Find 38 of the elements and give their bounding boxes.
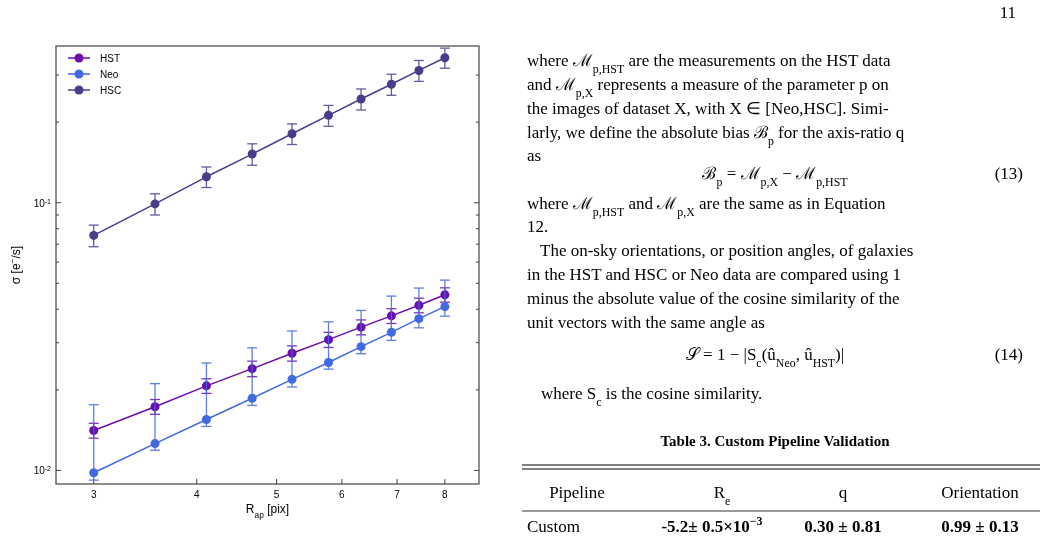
x-tick-label: 8 (442, 489, 449, 500)
text: Orientation (941, 483, 1020, 502)
legend-label: Neo (100, 69, 119, 80)
text: 𝒮 = 1 − |S$_{c}$(û$_{Neo}$, û$_{HST}$)| (685, 345, 845, 370)
text: where S$_{c}$ is the cosine similarity. (541, 384, 763, 409)
text: unit vectors with the same angle as (527, 313, 765, 332)
text: 0.99 ± 0.13 (941, 517, 1019, 536)
y-tick-label: 10$^{-1}$ (33, 197, 52, 209)
y-tick-label: 10$^{-2}$ (33, 464, 52, 477)
text: (13) (994, 164, 1023, 183)
text: the images of dataset X, with X ∈ [Neo,HSC]. Simi- (527, 99, 889, 118)
x-tick-label: 4 (193, 489, 200, 500)
text: Pipeline (549, 483, 605, 502)
text: 12. (527, 217, 549, 236)
text: and ℳ$_{p,X}$ represents a measure of the parameter p on (527, 75, 890, 100)
text: where ℳ$_{p,HST}$ and ℳ$_{p,X}$ are the same as in Equation (527, 194, 886, 219)
text: ℬ$_{p}$ = ℳ$_{p,X}$ − ℳ$_{p,HST}$ (702, 164, 849, 189)
x-tick-label: 5 (273, 489, 280, 500)
text: where ℳ$_{p,HST}$ are the measurements on the HST data (527, 51, 892, 76)
text: in the HST and HSC or Neo data are compared using 1 (527, 265, 902, 284)
text: Custom (527, 517, 580, 536)
text: larly, we define the absolute bias ℬ$_{p}$ for the axis-ratio q (527, 123, 905, 148)
text: The on-sky orientations, or position angles, of galaxies (540, 241, 914, 260)
text: R$_{e}$ (713, 483, 731, 508)
legend-label: HST (100, 53, 120, 64)
x-axis-title: R$_{ap}$ [pix] (245, 502, 290, 520)
x-tick-label: 6 (339, 489, 346, 500)
text: (14) (994, 345, 1023, 364)
x-tick-label: 3 (90, 489, 97, 500)
text: 0.30 ± 0.81 (804, 517, 882, 536)
legend-label: HSC (100, 85, 122, 96)
text: minus the absolute value of the cosine similarity of the (527, 289, 900, 308)
text: as (527, 146, 542, 165)
text: q (838, 483, 848, 502)
text: 11 (999, 3, 1016, 22)
x-tick-label: 7 (394, 489, 401, 500)
text: -5.2± 0.5×10$^{−3}$ (661, 514, 763, 536)
caption: Table 3. Custom Pipeline Validation (660, 433, 891, 449)
